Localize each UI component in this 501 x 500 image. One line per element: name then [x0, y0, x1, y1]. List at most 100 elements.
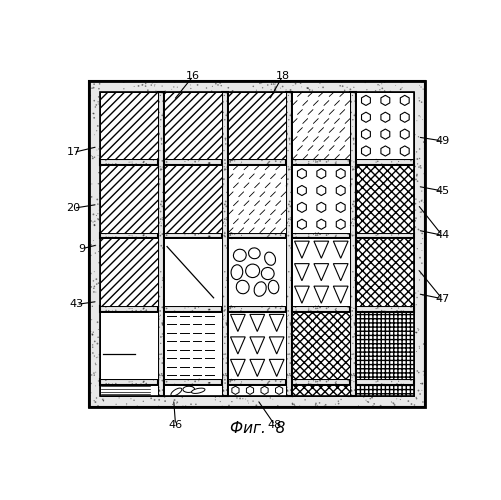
- Point: [337, 310, 345, 318]
- Point: [162, 152, 170, 160]
- Point: [363, 398, 371, 406]
- Point: [226, 185, 234, 193]
- Point: [201, 214, 209, 222]
- Point: [147, 233, 155, 241]
- Point: [94, 402, 102, 410]
- Point: [261, 143, 269, 151]
- Bar: [228, 238, 286, 306]
- Point: [298, 138, 306, 145]
- Point: [204, 159, 212, 167]
- Point: [390, 123, 398, 131]
- Ellipse shape: [230, 265, 242, 280]
- Point: [396, 176, 404, 184]
- Point: [304, 380, 312, 388]
- Point: [306, 109, 314, 117]
- Point: [369, 210, 377, 218]
- Point: [383, 350, 391, 358]
- Point: [380, 229, 388, 237]
- Point: [91, 359, 99, 367]
- Point: [91, 398, 99, 406]
- Point: [134, 82, 142, 90]
- Point: [96, 242, 104, 250]
- Point: [233, 294, 241, 302]
- Point: [275, 271, 283, 279]
- Point: [339, 202, 347, 210]
- Point: [273, 266, 281, 274]
- Point: [294, 342, 302, 350]
- Point: [155, 370, 163, 378]
- Point: [388, 293, 396, 301]
- Point: [305, 86, 313, 94]
- Point: [226, 376, 234, 384]
- Point: [308, 268, 316, 276]
- Point: [301, 118, 309, 126]
- Point: [417, 196, 425, 204]
- Point: [372, 282, 380, 290]
- Point: [89, 349, 97, 357]
- Point: [248, 217, 257, 225]
- Point: [140, 308, 148, 316]
- Point: [386, 360, 394, 368]
- Point: [224, 137, 232, 145]
- Point: [271, 377, 279, 385]
- Point: [163, 286, 171, 294]
- Point: [351, 176, 359, 184]
- Point: [401, 144, 409, 152]
- Point: [374, 130, 382, 138]
- Point: [354, 207, 362, 215]
- Point: [400, 116, 408, 124]
- Point: [384, 294, 392, 302]
- Point: [127, 295, 135, 303]
- Point: [155, 396, 163, 404]
- Point: [121, 348, 129, 356]
- Point: [317, 356, 325, 364]
- Point: [179, 381, 187, 389]
- Point: [210, 232, 218, 239]
- Point: [181, 286, 189, 294]
- Point: [157, 248, 165, 256]
- Point: [184, 109, 192, 117]
- Point: [345, 243, 353, 251]
- Point: [137, 343, 145, 351]
- Point: [237, 304, 245, 312]
- Point: [184, 256, 192, 264]
- Point: [280, 197, 288, 205]
- Point: [297, 216, 305, 224]
- Point: [330, 302, 338, 310]
- Point: [218, 288, 226, 296]
- Point: [276, 127, 284, 135]
- Point: [125, 316, 133, 324]
- Point: [180, 376, 188, 384]
- Point: [397, 271, 405, 279]
- Point: [394, 142, 402, 150]
- Point: [90, 96, 98, 104]
- Point: [292, 328, 300, 336]
- Point: [268, 88, 276, 96]
- Point: [98, 248, 106, 256]
- Point: [385, 268, 393, 276]
- Point: [287, 354, 295, 362]
- Point: [307, 274, 315, 282]
- Point: [381, 234, 389, 242]
- Point: [180, 369, 188, 377]
- Point: [398, 350, 406, 358]
- Point: [256, 120, 264, 128]
- Point: [142, 306, 150, 314]
- Point: [351, 328, 359, 336]
- Point: [355, 372, 363, 380]
- Point: [166, 125, 174, 133]
- Point: [234, 343, 242, 351]
- Point: [188, 160, 196, 168]
- Point: [374, 138, 382, 145]
- Point: [180, 146, 188, 154]
- Point: [320, 360, 328, 368]
- Ellipse shape: [264, 252, 275, 266]
- Point: [321, 266, 329, 274]
- Point: [224, 190, 232, 198]
- Point: [351, 354, 359, 362]
- Polygon shape: [230, 360, 245, 376]
- Point: [137, 380, 145, 388]
- Point: [224, 160, 232, 168]
- Point: [182, 225, 190, 233]
- Point: [136, 240, 144, 248]
